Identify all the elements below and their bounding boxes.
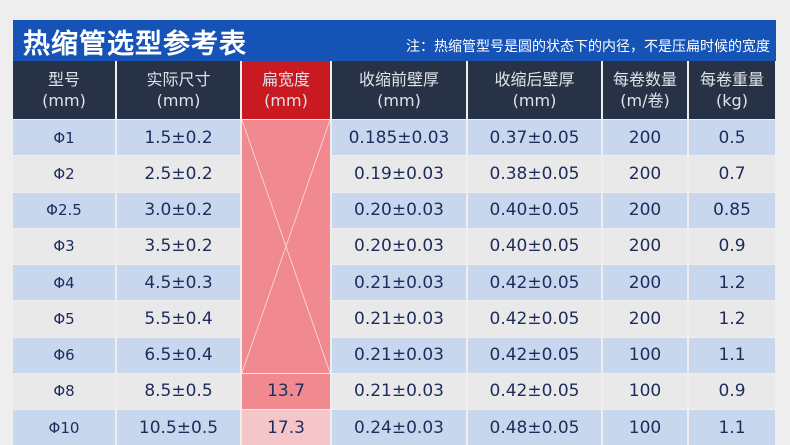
cell-model: Φ3	[13, 228, 116, 264]
cell-weight-per-roll: 0.9	[688, 228, 776, 264]
title-bar: 热缩管选型参考表 注：热缩管型号是圆的状态下的内径，不是压扁时候的宽度	[13, 20, 776, 61]
cell-actual-size: 6.5±0.4	[116, 337, 241, 373]
not-applicable-cross	[242, 120, 330, 373]
cell-flat-width: 17.3	[241, 410, 331, 445]
cell-wall-before: 0.185±0.03	[331, 120, 467, 156]
cell-actual-size: 4.5±0.3	[116, 265, 241, 301]
cell-actual-size: 8.5±0.5	[116, 373, 241, 409]
cell-actual-size: 5.5±0.4	[116, 301, 241, 337]
note-text: 注：热缩管型号是圆的状态下的内径，不是压扁时候的宽度	[406, 36, 770, 56]
cell-actual-size: 10.5±0.5	[116, 410, 241, 445]
page-title: 热缩管选型参考表	[23, 22, 247, 61]
header-unit: (m/卷)	[603, 90, 687, 111]
cell-wall-before: 0.20±0.03	[331, 228, 467, 264]
header-weight-per-roll: 每卷重量(kg)	[688, 61, 776, 120]
cell-model: Φ1	[13, 120, 116, 156]
header-label: 收缩后壁厚	[468, 69, 601, 90]
cell-wall-before: 0.21±0.03	[331, 373, 467, 409]
header-unit: (mm)	[242, 90, 330, 111]
cell-wall-after: 0.40±0.05	[467, 228, 602, 264]
cell-actual-size: 3.0±0.2	[116, 192, 241, 228]
header-flat-width: 扁宽度(mm)	[241, 61, 331, 120]
cell-model: Φ6	[13, 337, 116, 373]
cell-wall-before: 0.21±0.03	[331, 337, 467, 373]
cell-qty-per-roll: 100	[602, 410, 688, 445]
cell-actual-size: 3.5±0.2	[116, 228, 241, 264]
header-unit: (mm)	[468, 90, 601, 111]
cell-flat-width: 13.7	[241, 373, 331, 409]
header-model: 型号(mm)	[13, 61, 116, 120]
cell-model: Φ2	[13, 156, 116, 192]
cell-weight-per-roll: 0.85	[688, 192, 776, 228]
cell-wall-after: 0.48±0.05	[467, 410, 602, 445]
cell-weight-per-roll: 1.2	[688, 265, 776, 301]
header-label: 扁宽度	[242, 69, 330, 90]
cell-qty-per-roll: 200	[602, 228, 688, 264]
cell-qty-per-roll: 200	[602, 192, 688, 228]
cell-qty-per-roll: 200	[602, 120, 688, 156]
cell-qty-per-roll: 100	[602, 337, 688, 373]
cell-model: Φ10	[13, 410, 116, 445]
cell-wall-after: 0.42±0.05	[467, 337, 602, 373]
cell-wall-after: 0.37±0.05	[467, 120, 602, 156]
cell-flat-width	[241, 120, 331, 374]
cell-weight-per-roll: 1.2	[688, 301, 776, 337]
header-label: 收缩前壁厚	[332, 69, 466, 90]
cell-model: Φ4	[13, 265, 116, 301]
cell-weight-per-roll: 0.7	[688, 156, 776, 192]
cell-model: Φ5	[13, 301, 116, 337]
header-label: 每卷数量	[603, 69, 687, 90]
cell-qty-per-roll: 200	[602, 265, 688, 301]
cell-qty-per-roll: 200	[602, 301, 688, 337]
header-unit: (kg)	[689, 90, 775, 111]
cell-actual-size: 2.5±0.2	[116, 156, 241, 192]
cell-wall-after: 0.42±0.05	[467, 265, 602, 301]
cell-weight-per-roll: 0.5	[688, 120, 776, 156]
cell-weight-per-roll: 1.1	[688, 410, 776, 445]
cell-wall-after: 0.42±0.05	[467, 373, 602, 409]
header-unit: (mm)	[13, 90, 115, 111]
cell-wall-before: 0.21±0.03	[331, 265, 467, 301]
spec-table: 型号(mm)实际尺寸(mm)扁宽度(mm)收缩前壁厚(mm)收缩后壁厚(mm)每…	[13, 61, 777, 445]
cell-weight-per-roll: 1.1	[688, 337, 776, 373]
cell-wall-after: 0.42±0.05	[467, 301, 602, 337]
header-label: 型号	[13, 69, 115, 90]
header-row: 型号(mm)实际尺寸(mm)扁宽度(mm)收缩前壁厚(mm)收缩后壁厚(mm)每…	[13, 61, 776, 120]
cell-wall-before: 0.20±0.03	[331, 192, 467, 228]
header-qty-per-roll: 每卷数量(m/卷)	[602, 61, 688, 120]
cell-weight-per-roll: 0.9	[688, 373, 776, 409]
header-actual-size: 实际尺寸(mm)	[116, 61, 241, 120]
cell-wall-after: 0.38±0.05	[467, 156, 602, 192]
header-unit: (mm)	[332, 90, 466, 111]
cell-wall-before: 0.21±0.03	[331, 301, 467, 337]
cell-wall-before: 0.24±0.03	[331, 410, 467, 445]
cell-model: Φ8	[13, 373, 116, 409]
cell-wall-before: 0.19±0.03	[331, 156, 467, 192]
header-wall-after: 收缩后壁厚(mm)	[467, 61, 602, 120]
cell-model: Φ2.5	[13, 192, 116, 228]
cell-actual-size: 1.5±0.2	[116, 120, 241, 156]
header-unit: (mm)	[117, 90, 240, 111]
cell-qty-per-roll: 100	[602, 373, 688, 409]
header-label: 实际尺寸	[117, 69, 240, 90]
header-label: 每卷重量	[689, 69, 775, 90]
header-wall-before: 收缩前壁厚(mm)	[331, 61, 467, 120]
cell-wall-after: 0.40±0.05	[467, 192, 602, 228]
cell-qty-per-roll: 200	[602, 156, 688, 192]
